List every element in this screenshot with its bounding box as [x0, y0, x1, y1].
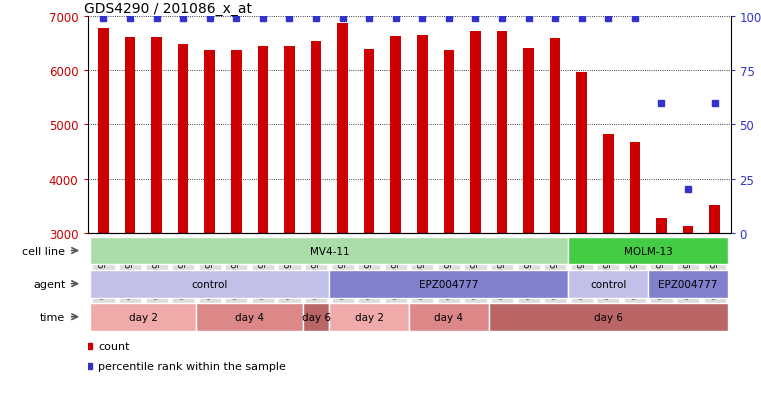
Bar [470, 32, 481, 233]
Bar [231, 51, 242, 233]
Text: day 6: day 6 [594, 312, 622, 322]
Text: MOLM-13: MOLM-13 [624, 246, 673, 256]
Bar [196, 303, 303, 331]
Bar [390, 37, 401, 233]
Text: EPZ004777: EPZ004777 [419, 279, 479, 289]
Text: control: control [590, 279, 626, 289]
Bar [310, 42, 321, 233]
Bar [497, 32, 508, 233]
Bar [568, 270, 648, 298]
Bar [90, 303, 196, 331]
Text: cell line: cell line [22, 246, 65, 256]
Text: day 2: day 2 [129, 312, 158, 322]
Bar [205, 51, 215, 233]
Text: day 4: day 4 [235, 312, 264, 322]
Bar [489, 303, 728, 331]
Bar [125, 38, 135, 233]
Text: count: count [98, 341, 129, 351]
Bar [409, 303, 489, 331]
Bar [524, 49, 534, 233]
Bar [576, 72, 587, 233]
Text: MV4-11: MV4-11 [310, 246, 349, 256]
Bar [364, 50, 374, 233]
Bar [98, 28, 109, 233]
Bar [90, 270, 330, 298]
Bar [444, 51, 454, 233]
Bar [178, 45, 189, 233]
Text: time: time [40, 312, 65, 322]
Bar [648, 270, 728, 298]
Bar [151, 38, 162, 233]
Text: percentile rank within the sample: percentile rank within the sample [98, 361, 286, 371]
Bar [303, 303, 330, 331]
Text: EPZ004777: EPZ004777 [658, 279, 718, 289]
Bar [656, 218, 667, 233]
Bar [709, 205, 720, 233]
Text: day 2: day 2 [355, 312, 384, 322]
Text: agent: agent [33, 279, 65, 289]
Text: day 4: day 4 [435, 312, 463, 322]
Bar [90, 237, 568, 265]
Bar [683, 227, 693, 233]
Bar [603, 135, 613, 233]
Bar [629, 142, 640, 233]
Text: day 6: day 6 [301, 312, 330, 322]
Bar [257, 47, 268, 233]
Bar [550, 39, 561, 233]
Text: control: control [192, 279, 228, 289]
Bar [284, 47, 295, 233]
Bar [330, 303, 409, 331]
Bar [330, 270, 568, 298]
Bar [568, 237, 728, 265]
Bar [417, 36, 428, 233]
Bar [337, 24, 348, 233]
Text: GDS4290 / 201086_x_at: GDS4290 / 201086_x_at [84, 2, 253, 16]
